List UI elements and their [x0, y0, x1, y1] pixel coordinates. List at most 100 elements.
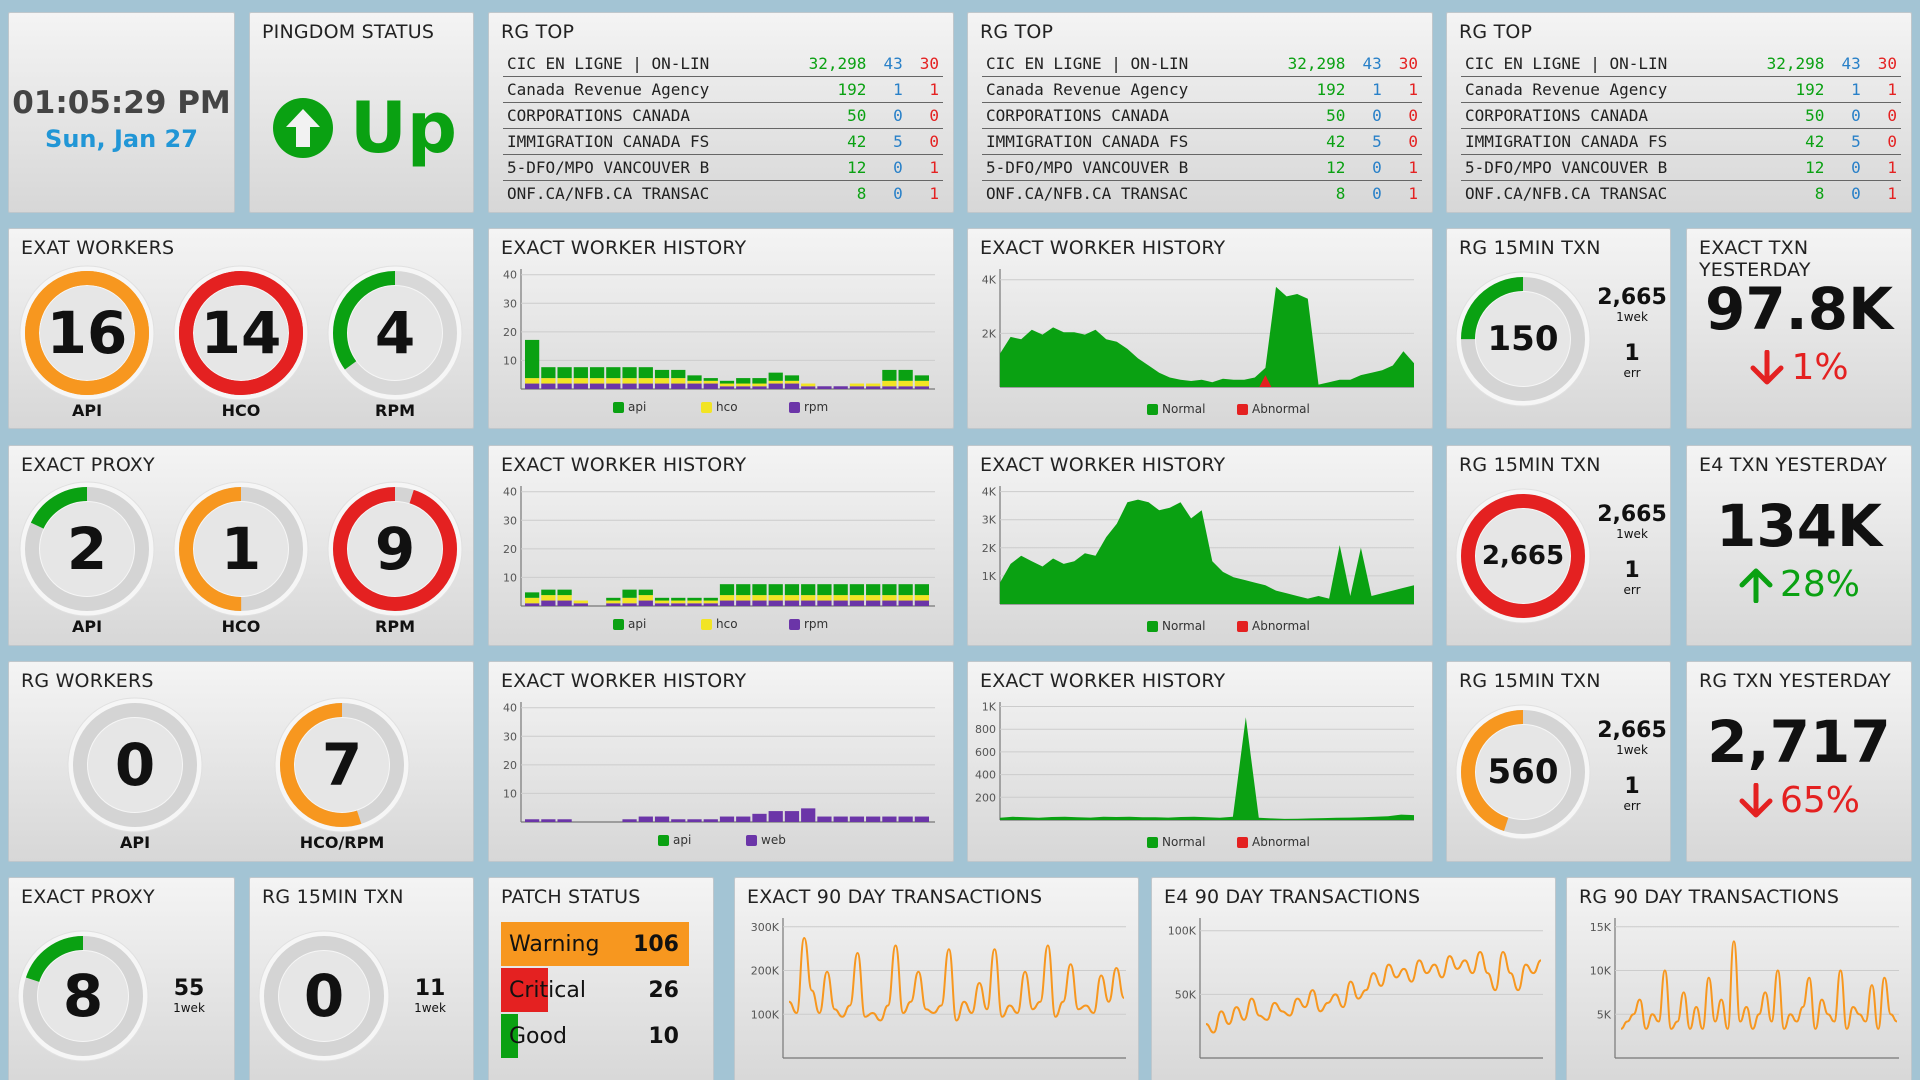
gauge: 1	[171, 479, 311, 619]
worker-history-chart: 10 20 30 40 api hco rpm	[503, 269, 935, 414]
widget-title: RG 90 DAY TRANSACTIONS	[1579, 886, 1840, 908]
widget-title: EXACT WORKER HISTORY	[980, 670, 1226, 692]
history-bar	[768, 595, 783, 601]
history-bar	[817, 386, 832, 389]
history-bar	[703, 819, 718, 822]
gauge: 560	[1453, 702, 1593, 842]
rg-top-widget-3: RG TOP CIC EN LIGNE | ON-LIN 32,298 43 30 Ca…	[1446, 12, 1912, 213]
history-bar	[525, 339, 540, 379]
rg-top-cell-name: CORPORATIONS CANADA	[1461, 102, 1741, 129]
history-bar	[752, 378, 767, 384]
gauge-value: 0	[303, 962, 345, 1030]
clock-time: 01:05:29 PM	[12, 85, 231, 121]
legend-swatch	[1237, 621, 1248, 632]
gauge-value: 560	[1487, 752, 1559, 792]
history-bar	[768, 584, 783, 596]
history-bar	[703, 383, 718, 389]
history-bar	[849, 595, 865, 601]
err-stat: 1 err	[1597, 341, 1667, 380]
history-bar	[736, 816, 751, 822]
change-value: 65%	[1779, 780, 1860, 821]
err-sub: err	[1623, 583, 1641, 597]
legend-label: rpm	[804, 617, 828, 631]
rg-top-cell-b: 1	[1349, 76, 1386, 103]
history-bar	[784, 375, 800, 381]
change-value: 1%	[1791, 347, 1849, 388]
history-bar	[638, 595, 653, 601]
gauge-center	[40, 502, 134, 596]
tick-label: 2K	[982, 542, 997, 555]
history-bar	[719, 595, 735, 601]
gauge-svg	[327, 265, 463, 401]
tick-label: 300K	[751, 921, 780, 934]
rg15-widget-2: RG 15MIN TXN 2,665 2,665 1wek 1 err	[1446, 445, 1671, 646]
history-bar	[687, 819, 702, 822]
rg-top-cell-b: 0	[1349, 102, 1386, 129]
history-bar	[914, 386, 929, 389]
history-bar	[557, 383, 572, 389]
history-bar	[817, 816, 832, 822]
history-bar	[801, 386, 816, 389]
err-value: 1	[1624, 774, 1640, 799]
legend-label: hco	[716, 400, 738, 414]
worker-history-widget-1: EXACT WORKER HISTORY 10 20 30 40 api hco rpm	[488, 228, 954, 429]
rg15-widget-3: RG 15MIN TXN 560 2,665 1wek 1 err	[1446, 661, 1671, 862]
legend-label: Normal	[1162, 619, 1205, 633]
clock-widget: 01:05:29 PM Sun, Jan 27	[8, 12, 235, 213]
history-bar	[703, 378, 718, 381]
tick-label: 10	[503, 787, 517, 800]
arrow-path	[1739, 782, 1773, 817]
history-bar	[736, 600, 751, 606]
patch-value: 106	[633, 932, 679, 957]
history-bar	[622, 367, 637, 379]
rg-top-cell-name: Canada Revenue Agency	[982, 76, 1262, 103]
rg-top-cell-name: IMMIGRATION CANADA FS	[1461, 128, 1741, 155]
legend-swatch	[789, 402, 800, 413]
gauge-fill	[25, 271, 149, 395]
tick-label: 40	[503, 486, 517, 499]
rg-top-cell-a: 12	[1740, 154, 1829, 181]
rg-top-cell-c: 1	[906, 154, 943, 181]
legend-swatch	[1147, 404, 1158, 415]
tick-label: 40	[503, 702, 517, 715]
rg-top-cell-c: 1	[1864, 154, 1901, 181]
patch-row: Critical 26	[501, 968, 689, 1012]
big-value: 134K	[1715, 492, 1882, 560]
history-bar	[638, 378, 653, 384]
rg-top-cell-a: 42	[1740, 128, 1829, 155]
abnormal-area	[1259, 375, 1272, 387]
rg-top-cell-name: CORPORATIONS CANADA	[503, 102, 783, 129]
tx90-line-chart: 100K 200K 300K	[751, 918, 1126, 1059]
history-bar	[525, 378, 540, 384]
widget-title: RG 15MIN TXN	[262, 886, 404, 908]
history-bar	[671, 369, 686, 379]
legend-label: Normal	[1162, 402, 1205, 416]
history-bar	[866, 584, 881, 596]
history-bar	[557, 595, 572, 601]
rg-top-cell-c: 1	[1408, 184, 1418, 203]
gauge-label: RPM	[375, 401, 415, 420]
gauge-value: 7	[321, 731, 363, 799]
yesterday-widget-2: E4 TXN YESTERDAY 134K 28%	[1686, 445, 1912, 646]
history-bar	[736, 584, 751, 596]
widget-title: RG TOP	[1459, 21, 1533, 43]
gauge-svg	[1455, 488, 1591, 624]
rg-top-cell-c: 1	[1887, 184, 1897, 203]
arrow-down-icon	[1739, 782, 1773, 817]
tick-label: 4K	[982, 486, 997, 499]
rg-top-cell-a: 32,298	[1261, 51, 1350, 77]
history-bar	[671, 603, 686, 606]
history-bar	[801, 383, 816, 387]
gauge-label: API	[71, 617, 103, 636]
legend-swatch	[1237, 837, 1248, 848]
patch-row: Good 10	[501, 1014, 689, 1058]
history-bar	[849, 386, 865, 389]
normal-area	[1000, 717, 1414, 820]
history-bar	[752, 600, 767, 606]
legend-swatch	[1237, 404, 1248, 415]
worker-history-chart: 10 20 30 40 api hco rpm	[503, 486, 935, 631]
history-bar	[866, 386, 881, 389]
rg-top-cell-b: 0	[893, 184, 903, 203]
rg-top-cell-name: 5-DFO/MPO VANCOUVER B	[982, 154, 1262, 181]
history-bar	[541, 367, 556, 379]
